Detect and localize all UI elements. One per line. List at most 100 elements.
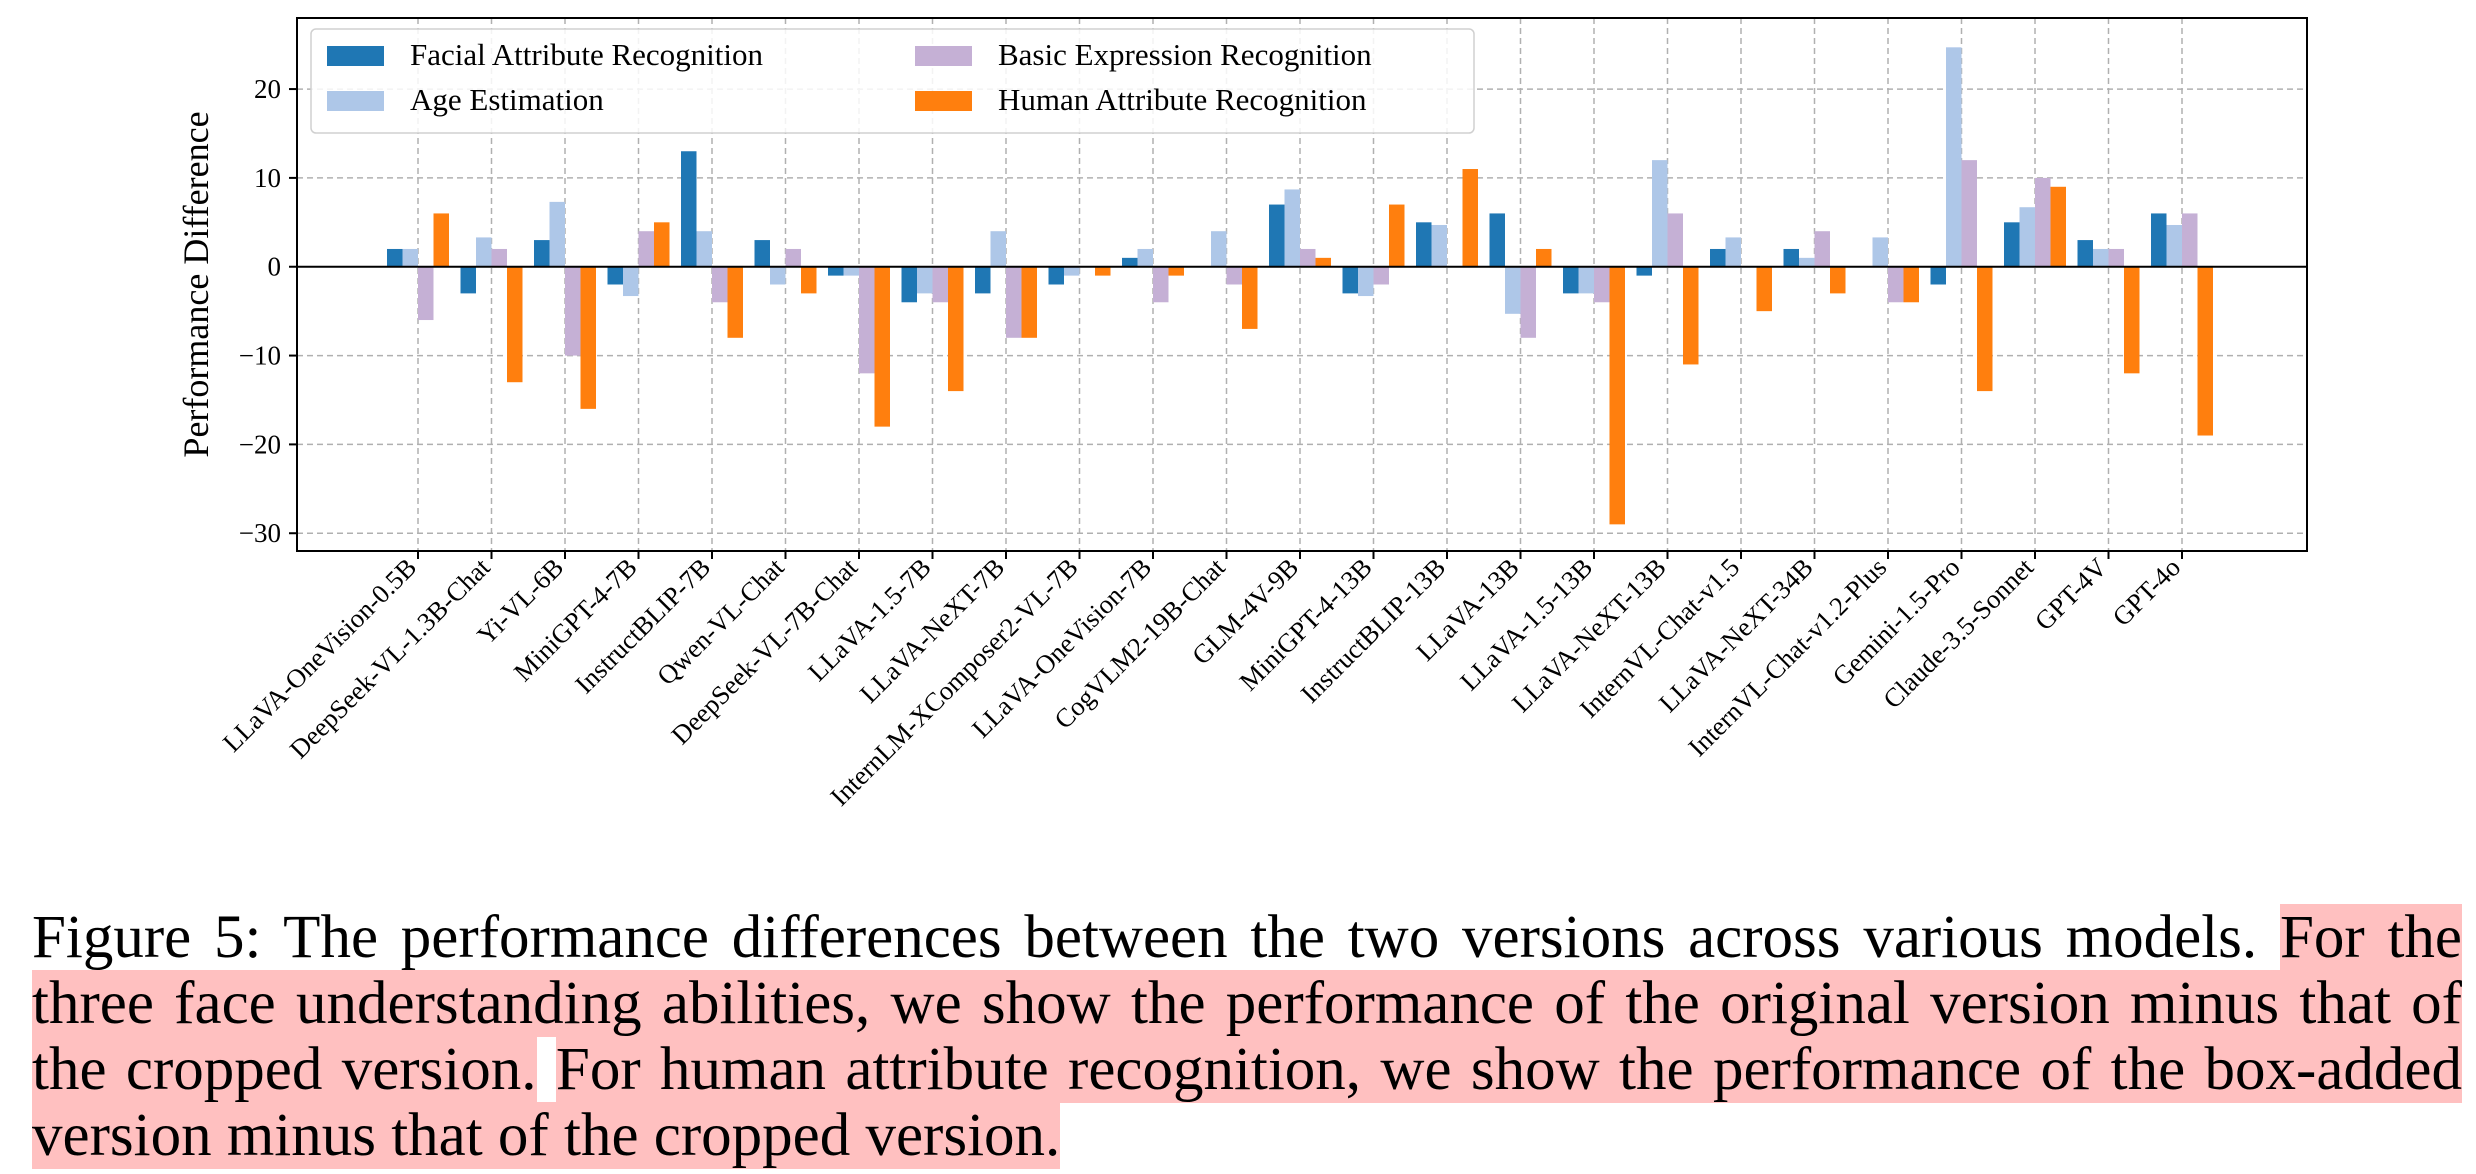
bar-4	[2124, 266, 2140, 374]
bar-1	[1342, 266, 1358, 294]
y-tick-label: −10	[239, 341, 281, 371]
x-tick-label: GPT-4V	[2029, 552, 2113, 636]
bar-3	[418, 266, 434, 321]
bar-2	[2019, 207, 2035, 267]
legend-label: Age Estimation	[410, 82, 604, 117]
legend-label: Human Attribute Recognition	[998, 82, 1367, 117]
bar-3	[1888, 266, 1904, 303]
bar-3	[638, 231, 654, 267]
legend-label: Facial Attribute Recognition	[410, 37, 763, 72]
bar-3	[2182, 213, 2198, 267]
y-tick-label: −30	[239, 518, 281, 548]
bar-3	[1006, 266, 1022, 338]
bar-4	[801, 266, 817, 294]
bar-4	[874, 266, 890, 427]
bar-2	[1652, 160, 1668, 267]
bar-1	[2077, 240, 2093, 267]
legend-swatch	[327, 91, 384, 111]
y-ticks: −30 −20 −10 0 10 20	[239, 74, 297, 548]
bar-1	[2151, 213, 2167, 267]
x-ticks: LLaVA-OneVision-0.5BDeepSeek-VL-1.3B-Cha…	[217, 551, 2186, 812]
bar-1	[534, 240, 550, 267]
y-tick-label: −20	[239, 429, 281, 459]
bar-3	[491, 248, 507, 267]
x-tick-label: GPT-4o	[2106, 552, 2186, 632]
bar-2	[770, 266, 786, 285]
bar-3	[1961, 160, 1977, 267]
x-tick-label: Qwen-VL-Chat	[651, 552, 790, 691]
bar-2	[1872, 237, 1888, 267]
bar-1	[1122, 257, 1138, 267]
bar-4	[2050, 186, 2066, 267]
bar-3	[859, 266, 875, 374]
legend-box	[310, 28, 1475, 134]
bar-2	[1358, 266, 1374, 297]
bar-2	[549, 201, 565, 267]
bar-1	[2004, 222, 2020, 267]
bar-1	[975, 266, 991, 294]
bar-4	[654, 222, 670, 267]
bar-4	[1609, 266, 1625, 525]
x-tick-label: Gemini-1.5-Pro	[1826, 552, 1965, 691]
bar-3	[932, 266, 948, 303]
x-tick-label: MiniGPT-4-13B	[1233, 552, 1377, 696]
bar-1	[828, 266, 844, 276]
bar-4	[1168, 266, 1184, 276]
bar-3	[2035, 177, 2051, 267]
bar-4	[1021, 266, 1037, 338]
bar-1	[1048, 266, 1064, 285]
caption-lead: Figure 5: The performance differences be…	[32, 904, 2280, 971]
bar-4	[948, 266, 964, 392]
bar-1	[1416, 222, 1432, 267]
y-tick-label: 0	[268, 252, 282, 282]
bar-4	[1536, 248, 1552, 267]
bar-4	[1756, 266, 1772, 312]
bar-3	[712, 266, 728, 303]
legend-swatch	[915, 46, 972, 66]
legend-label: Basic Expression Recognition	[998, 37, 1372, 72]
bar-2	[2093, 248, 2109, 267]
axes	[296, 17, 2308, 552]
y-axis-label: Performance Difference	[176, 111, 216, 457]
bar-3	[1153, 266, 1169, 303]
bar-1	[1269, 204, 1285, 267]
bar-3	[1667, 213, 1683, 267]
bar-2	[1431, 224, 1447, 267]
bar-1	[1783, 248, 1799, 267]
plot-frame	[296, 17, 2308, 552]
bar-2	[623, 266, 639, 297]
bar-2	[402, 248, 418, 267]
bar-4	[1315, 257, 1331, 267]
bar-2	[696, 231, 712, 267]
bar-4	[2197, 266, 2213, 436]
x-tick-label: LLaVA-1.5-13B	[1454, 552, 1598, 696]
bar-3	[1226, 266, 1242, 285]
bar-2	[1505, 266, 1521, 314]
bar-2	[917, 266, 933, 294]
bar-3	[1373, 266, 1389, 285]
y-tick-label: 20	[254, 74, 281, 104]
bar-1	[1930, 266, 1946, 285]
bar-1	[681, 151, 697, 267]
bar-1	[1636, 266, 1652, 276]
bar-4	[1242, 266, 1258, 329]
bar-1	[1710, 248, 1726, 267]
bars	[387, 47, 2213, 525]
bar-3	[2108, 248, 2124, 267]
bar-4	[1977, 266, 1993, 392]
bar-1	[607, 266, 623, 285]
bar-2	[1799, 257, 1815, 267]
bar-4	[1462, 169, 1478, 267]
y-tick-label: 10	[254, 163, 281, 193]
bar-2	[1725, 237, 1741, 267]
bar-1	[1489, 213, 1505, 267]
figure-caption: Figure 5: The performance differences be…	[32, 904, 2463, 1169]
bar-2	[1211, 231, 1227, 267]
bar-1	[1563, 266, 1579, 294]
bar-4	[1683, 266, 1699, 365]
bar-4	[580, 266, 596, 409]
bar-3	[785, 248, 801, 267]
bar-2	[476, 237, 492, 267]
bar-1	[460, 266, 476, 294]
bar-2	[1284, 189, 1300, 267]
